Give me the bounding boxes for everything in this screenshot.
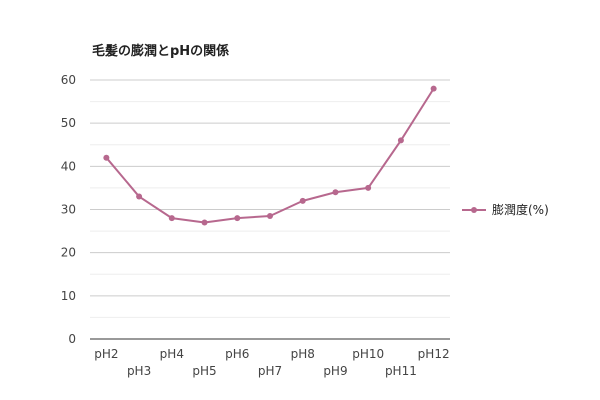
x-tick-label: pH12: [418, 347, 450, 361]
x-tick-label: pH2: [94, 347, 118, 361]
data-point: [397, 137, 404, 144]
y-axis: 0 10 20 30 40 50 60: [61, 73, 76, 346]
data-point: [332, 189, 339, 196]
series-line: [105, 88, 435, 224]
y-tick-label: 60: [61, 73, 76, 87]
x-tick-label: pH3: [127, 364, 151, 378]
y-tick-label: 40: [61, 159, 76, 173]
x-tick-label: pH6: [225, 347, 249, 361]
data-point: [103, 154, 110, 161]
y-tick-label: 0: [68, 332, 76, 346]
data-point: [365, 184, 372, 191]
legend: 膨潤度(%): [462, 202, 549, 217]
data-point: [267, 212, 273, 219]
y-tick-label: 20: [61, 246, 76, 260]
x-tick-label: pH8: [291, 347, 315, 361]
x-tick-label: pH7: [258, 364, 282, 378]
y-tick-label: 10: [61, 289, 76, 303]
data-point: [201, 219, 208, 226]
y-tick-label: 30: [61, 203, 76, 217]
data-point: [168, 215, 175, 222]
x-tick-label: pH10: [352, 347, 384, 361]
series-layer: [103, 85, 437, 226]
data-point: [299, 197, 306, 204]
grid: [90, 79, 450, 340]
data-point: [430, 85, 437, 92]
x-tick-label: pH4: [160, 347, 184, 361]
x-tick-label: pH5: [192, 364, 216, 378]
x-tick-label: pH11: [385, 364, 417, 378]
y-tick-label: 50: [61, 116, 76, 130]
data-point: [136, 193, 143, 200]
legend-label: 膨潤度(%): [492, 202, 549, 217]
chart-title: 毛髪の膨潤とpHの関係: [92, 43, 229, 59]
x-tick-label: pH9: [323, 364, 347, 378]
legend-marker: [471, 207, 477, 213]
data-point: [234, 215, 241, 222]
